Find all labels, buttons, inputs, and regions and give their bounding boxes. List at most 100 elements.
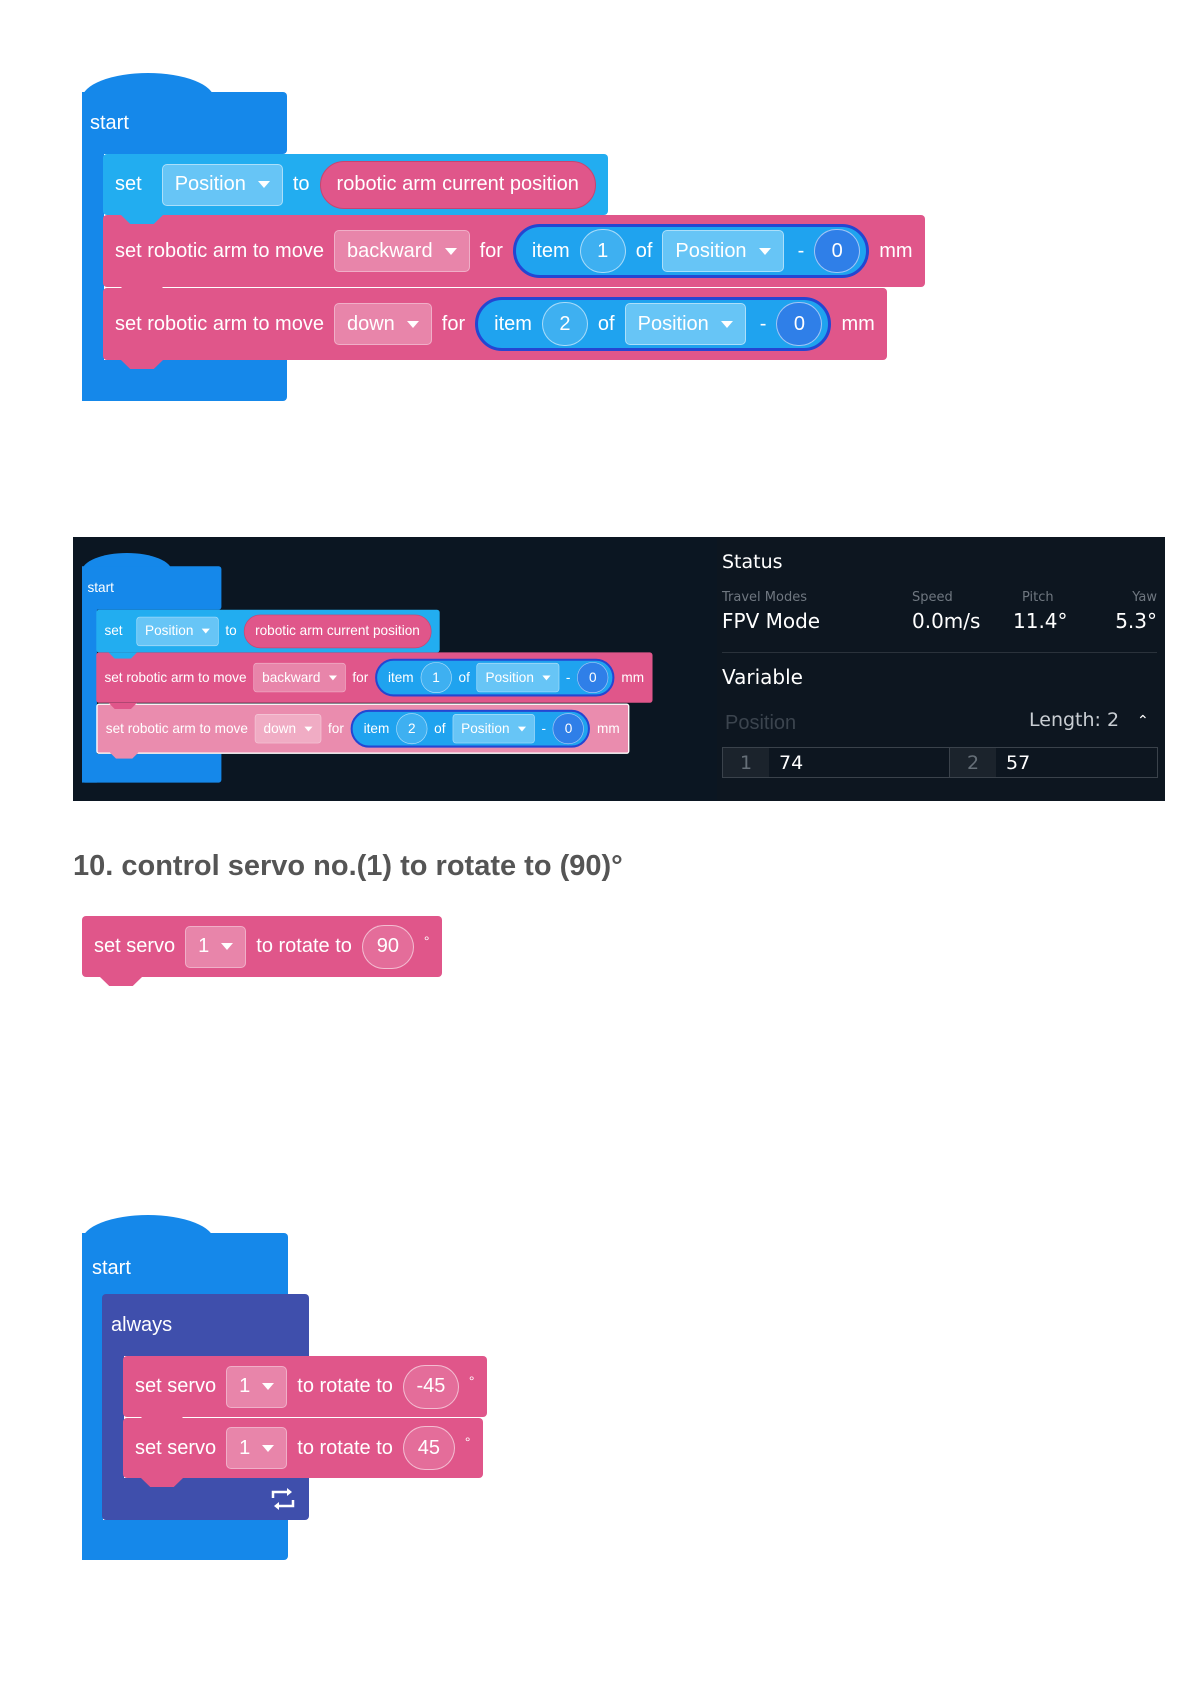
start-spine — [82, 609, 97, 783]
set-variable-block[interactable]: set Position to robotic arm current posi… — [103, 154, 608, 215]
offset-input[interactable]: 0 — [577, 662, 609, 693]
item-label: item — [387, 669, 414, 685]
servo-dropdown[interactable]: 1 — [226, 1365, 288, 1408]
variable-title: Variable — [722, 665, 803, 689]
of-label: of — [434, 720, 446, 737]
list-dropdown[interactable]: Position — [624, 303, 746, 345]
set-servo-block[interactable]: set servo 1 to rotate to -45 ° — [123, 1356, 487, 1417]
for-label: for — [352, 669, 369, 685]
angle-input[interactable]: 45 — [402, 1426, 455, 1470]
list-index: 1 — [723, 748, 769, 777]
angle-input[interactable]: -45 — [402, 1364, 459, 1409]
servo-dropdown[interactable]: 1 — [185, 925, 247, 968]
caret-down-icon — [758, 247, 771, 255]
offset-input[interactable]: 0 — [814, 229, 861, 273]
direction-value: backward — [262, 669, 321, 685]
direction-dropdown[interactable]: backward — [253, 662, 346, 693]
set-servo-label: set servo — [135, 1436, 217, 1459]
length-label: Length: 2 — [1029, 709, 1119, 731]
index-input[interactable]: 2 — [541, 302, 588, 346]
start-label: start — [87, 580, 114, 596]
item-label: item — [494, 312, 532, 335]
list-value[interactable]: 74 — [769, 748, 950, 777]
list-dropdown[interactable]: Position — [452, 714, 535, 744]
variable-dropdown[interactable]: Position — [161, 163, 283, 206]
variable-list-name: Position — [725, 712, 797, 734]
direction-dropdown[interactable]: down — [333, 303, 432, 345]
set-variable-block[interactable]: set Position to robotic arm current posi… — [96, 609, 440, 653]
start-bottom — [82, 360, 287, 401]
variable-dropdown[interactable]: Position — [136, 616, 219, 646]
start-bottom — [82, 1520, 288, 1560]
servo-dropdown[interactable]: 1 — [226, 1427, 288, 1469]
list-dropdown[interactable]: Position — [476, 662, 560, 693]
always-bottom — [102, 1478, 309, 1520]
section-title: 10. control servo no.(1) to rotate to (9… — [73, 850, 623, 882]
always-spine — [102, 1355, 124, 1480]
speed-label: Speed — [912, 590, 953, 605]
move-block[interactable]: set robotic arm to move backward for ite… — [96, 652, 653, 703]
of-label: of — [458, 669, 470, 685]
list-values-row: 1 74 2 57 — [722, 747, 1158, 778]
degree-unit: ° — [423, 932, 430, 949]
unit-label: mm — [621, 669, 645, 685]
index-input[interactable]: 1 — [420, 662, 452, 693]
degree-unit: ° — [464, 1434, 471, 1450]
for-label: for — [479, 239, 503, 262]
set-servo-block[interactable]: set servo 1 to rotate to 45 ° — [123, 1418, 483, 1478]
for-label: for — [441, 312, 466, 335]
yaw-value: 5.3° — [1115, 609, 1157, 633]
caret-down-icon — [262, 1444, 275, 1452]
travel-modes-label: Travel Modes — [722, 590, 807, 605]
list-index: 2 — [950, 748, 996, 777]
caret-down-icon — [262, 1383, 275, 1390]
start-bottom — [82, 753, 222, 783]
direction-dropdown[interactable]: down — [254, 714, 322, 744]
collapse-chevron-up-icon[interactable]: ⌃ — [1137, 713, 1149, 729]
start-block[interactable]: start — [82, 566, 222, 610]
move-block-highlighted[interactable]: set robotic arm to move down for item 2 … — [96, 703, 630, 754]
list-dropdown[interactable]: Position — [662, 230, 784, 272]
rotate-label: to rotate to — [297, 1436, 393, 1459]
to-label: to — [292, 173, 310, 195]
direction-dropdown[interactable]: backward — [333, 230, 470, 272]
minus-label: - — [541, 720, 547, 737]
minus-label: - — [759, 312, 767, 335]
list-value[interactable]: 57 — [1006, 751, 1031, 774]
unit-label: mm — [841, 312, 875, 335]
divider — [722, 652, 1157, 653]
offset-input[interactable]: 0 — [552, 713, 585, 745]
distance-reporter[interactable]: item 2 of Position - 0 — [350, 709, 591, 748]
move-block[interactable]: set robotic arm to move backward for ite… — [103, 215, 925, 287]
rotate-label: to rotate to — [297, 1375, 393, 1397]
start-spine — [82, 1300, 103, 1560]
start-block[interactable]: start — [82, 1233, 288, 1301]
current-position-reporter[interactable]: robotic arm current position — [243, 614, 432, 648]
current-position-reporter[interactable]: robotic arm current position — [319, 160, 596, 209]
distance-reporter[interactable]: item 1 of Position - 0 — [375, 658, 615, 697]
variable-name: Position — [174, 173, 246, 195]
caret-down-icon — [542, 675, 551, 681]
caret-down-icon — [221, 943, 234, 950]
speed-value: 0.0m/s — [912, 609, 981, 633]
distance-reporter[interactable]: item 1 of Position - 0 — [512, 224, 870, 278]
distance-reporter[interactable]: item 2 of Position - 0 — [475, 297, 832, 351]
move-label: set robotic arm to move — [104, 669, 247, 685]
index-input[interactable]: 1 — [579, 229, 626, 273]
start-block[interactable]: start — [82, 92, 287, 154]
angle-input[interactable]: 90 — [361, 924, 414, 969]
offset-input[interactable]: 0 — [776, 302, 823, 346]
to-label: to — [225, 623, 237, 639]
code-group-1: start set Position to robotic arm curren… — [82, 73, 982, 403]
status-title: Status — [722, 551, 783, 573]
move-block[interactable]: set robotic arm to move down for item 2 … — [103, 288, 887, 360]
unit-label: mm — [597, 720, 620, 737]
always-block[interactable]: always — [102, 1294, 309, 1356]
list-name: Position — [461, 720, 510, 737]
travel-modes-value: FPV Mode — [722, 609, 821, 633]
move-label: set robotic arm to move — [115, 239, 324, 262]
index-input[interactable]: 2 — [396, 713, 428, 745]
set-servo-block[interactable]: set servo 1 to rotate to 90 ° — [82, 916, 442, 977]
pitch-value: 11.4° — [1013, 609, 1068, 633]
move-label: set robotic arm to move — [105, 720, 248, 737]
